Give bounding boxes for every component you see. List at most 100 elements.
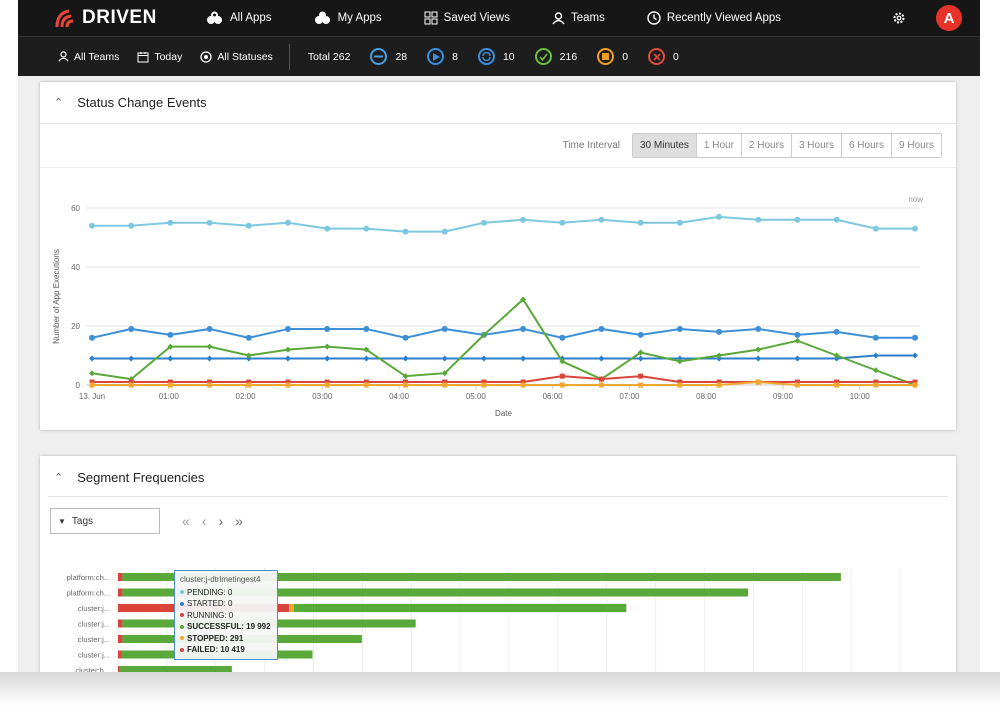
pending-icon <box>370 48 388 65</box>
prev-page-icon[interactable]: ‹ <box>201 513 207 529</box>
row-label: cluster:j... <box>78 620 110 629</box>
series-line <box>91 297 916 386</box>
interval-selector: Time Interval 30 Minutes 1 Hour 2 Hours … <box>40 124 956 168</box>
collapse-icon[interactable]: ⌃ <box>54 97 64 109</box>
data-point <box>246 382 252 388</box>
running-icon <box>427 48 445 65</box>
data-point <box>834 382 840 388</box>
data-point <box>206 325 213 332</box>
data-point <box>598 325 605 332</box>
data-point <box>167 331 174 338</box>
data-point <box>598 216 605 223</box>
x-tick-label: 09:00 <box>773 392 794 401</box>
tags-dropdown[interactable]: ▼ Tags <box>50 508 160 534</box>
row-label: platform:ch... <box>67 589 110 598</box>
data-point <box>128 355 135 362</box>
data-point <box>207 382 213 388</box>
user-avatar[interactable]: A <box>936 5 962 31</box>
data-point <box>520 382 526 388</box>
bottom-shadow <box>0 672 1000 721</box>
data-point <box>912 382 918 388</box>
tooltip-line: PENDING: 0 <box>180 587 272 599</box>
status-count-running[interactable]: 8 <box>427 48 458 65</box>
status-count-value: 0 <box>673 50 679 63</box>
data-point <box>520 216 527 223</box>
interval-button-2h[interactable]: 2 Hours <box>740 134 791 157</box>
tags-row: ▼ Tags « ‹ › » <box>50 508 243 534</box>
data-point <box>324 225 331 232</box>
data-point <box>89 334 95 341</box>
y-tick-label: 60 <box>71 204 80 213</box>
data-point <box>363 325 370 332</box>
row-label: cluster:h... <box>75 666 110 675</box>
interval-label: Time Interval <box>562 140 620 151</box>
nav-all-apps[interactable]: All Apps <box>206 11 272 25</box>
failed-bar <box>118 650 122 659</box>
data-point <box>833 216 840 223</box>
next-page-icon[interactable]: › <box>218 513 224 529</box>
interval-button-1h[interactable]: 1 Hour <box>695 134 741 157</box>
x-tick-label: 08:00 <box>696 392 717 401</box>
filter-statuses-label: All Statuses <box>217 50 273 63</box>
last-page-icon[interactable]: » <box>235 513 243 529</box>
data-point <box>794 355 801 362</box>
data-point <box>284 346 291 353</box>
interval-button-6h[interactable]: 6 Hours <box>840 134 891 157</box>
nav-teams[interactable]: Teams <box>552 11 605 25</box>
tooltip-line: SUCCESSFUL: 19 992 <box>180 621 272 633</box>
data-point <box>520 355 527 362</box>
status-count-value: 0 <box>622 50 629 63</box>
tooltip-line-text: STARTED: 0 <box>187 599 233 608</box>
data-point <box>363 382 369 388</box>
failed-bar <box>118 666 120 674</box>
data-point <box>598 382 604 388</box>
series-line <box>92 354 915 360</box>
data-point <box>559 373 565 379</box>
driven-logo[interactable]: DRIVEN <box>54 7 164 29</box>
legend-dot-icon <box>180 636 184 641</box>
interval-button-30m[interactable]: 30 Minutes <box>633 134 696 157</box>
data-point <box>872 367 879 374</box>
teams-icon <box>58 51 69 62</box>
data-point <box>559 358 566 365</box>
data-point <box>598 355 605 362</box>
data-point <box>676 219 683 226</box>
data-point <box>520 379 526 385</box>
status-count-stopped[interactable]: 0 <box>597 48 628 65</box>
status-count-value: 216 <box>559 50 578 63</box>
status-count-started[interactable]: 10 <box>477 48 515 65</box>
nav-my-apps[interactable]: My Apps <box>314 11 382 25</box>
data-point <box>324 379 330 385</box>
data-point <box>559 334 566 341</box>
gear-icon[interactable] <box>892 11 906 25</box>
success-bar <box>119 666 232 674</box>
success-bar <box>293 604 627 612</box>
tooltip-lines: PENDING: 0 STARTED: 0 RUNNING: 0 SUCCESSFUL… <box>180 587 272 656</box>
tags-dropdown-label: Tags <box>71 515 94 527</box>
first-page-icon[interactable]: « <box>182 513 190 529</box>
filter-teams[interactable]: All Teams <box>58 51 119 63</box>
data-point <box>794 379 800 385</box>
data-point <box>833 328 840 335</box>
data-point <box>873 379 879 385</box>
interval-button-3h[interactable]: 3 Hours <box>790 134 841 157</box>
nav-recently-viewed[interactable]: Recently Viewed Apps <box>647 11 781 25</box>
data-point <box>755 355 762 362</box>
data-point <box>716 352 723 359</box>
nav-saved-views[interactable]: Saved Views <box>424 11 510 25</box>
collapse-icon[interactable]: ⌃ <box>54 471 64 484</box>
total-count: Total 262 <box>308 51 351 63</box>
filter-statuses[interactable]: All Statuses <box>200 50 273 63</box>
data-point <box>559 219 566 226</box>
interval-button-9h[interactable]: 9 Hours <box>890 134 941 157</box>
filter-date[interactable]: Today <box>137 51 182 63</box>
data-point <box>363 225 370 232</box>
data-point <box>402 228 409 235</box>
nav-saved-views-label: Saved Views <box>443 12 510 24</box>
data-point <box>716 379 722 385</box>
data-point <box>89 382 95 388</box>
status-count-failed[interactable]: 0 <box>648 48 679 65</box>
status-count-successful[interactable]: 216 <box>534 48 578 65</box>
data-point <box>246 379 252 385</box>
status-count-pending[interactable]: 28 <box>370 48 407 65</box>
